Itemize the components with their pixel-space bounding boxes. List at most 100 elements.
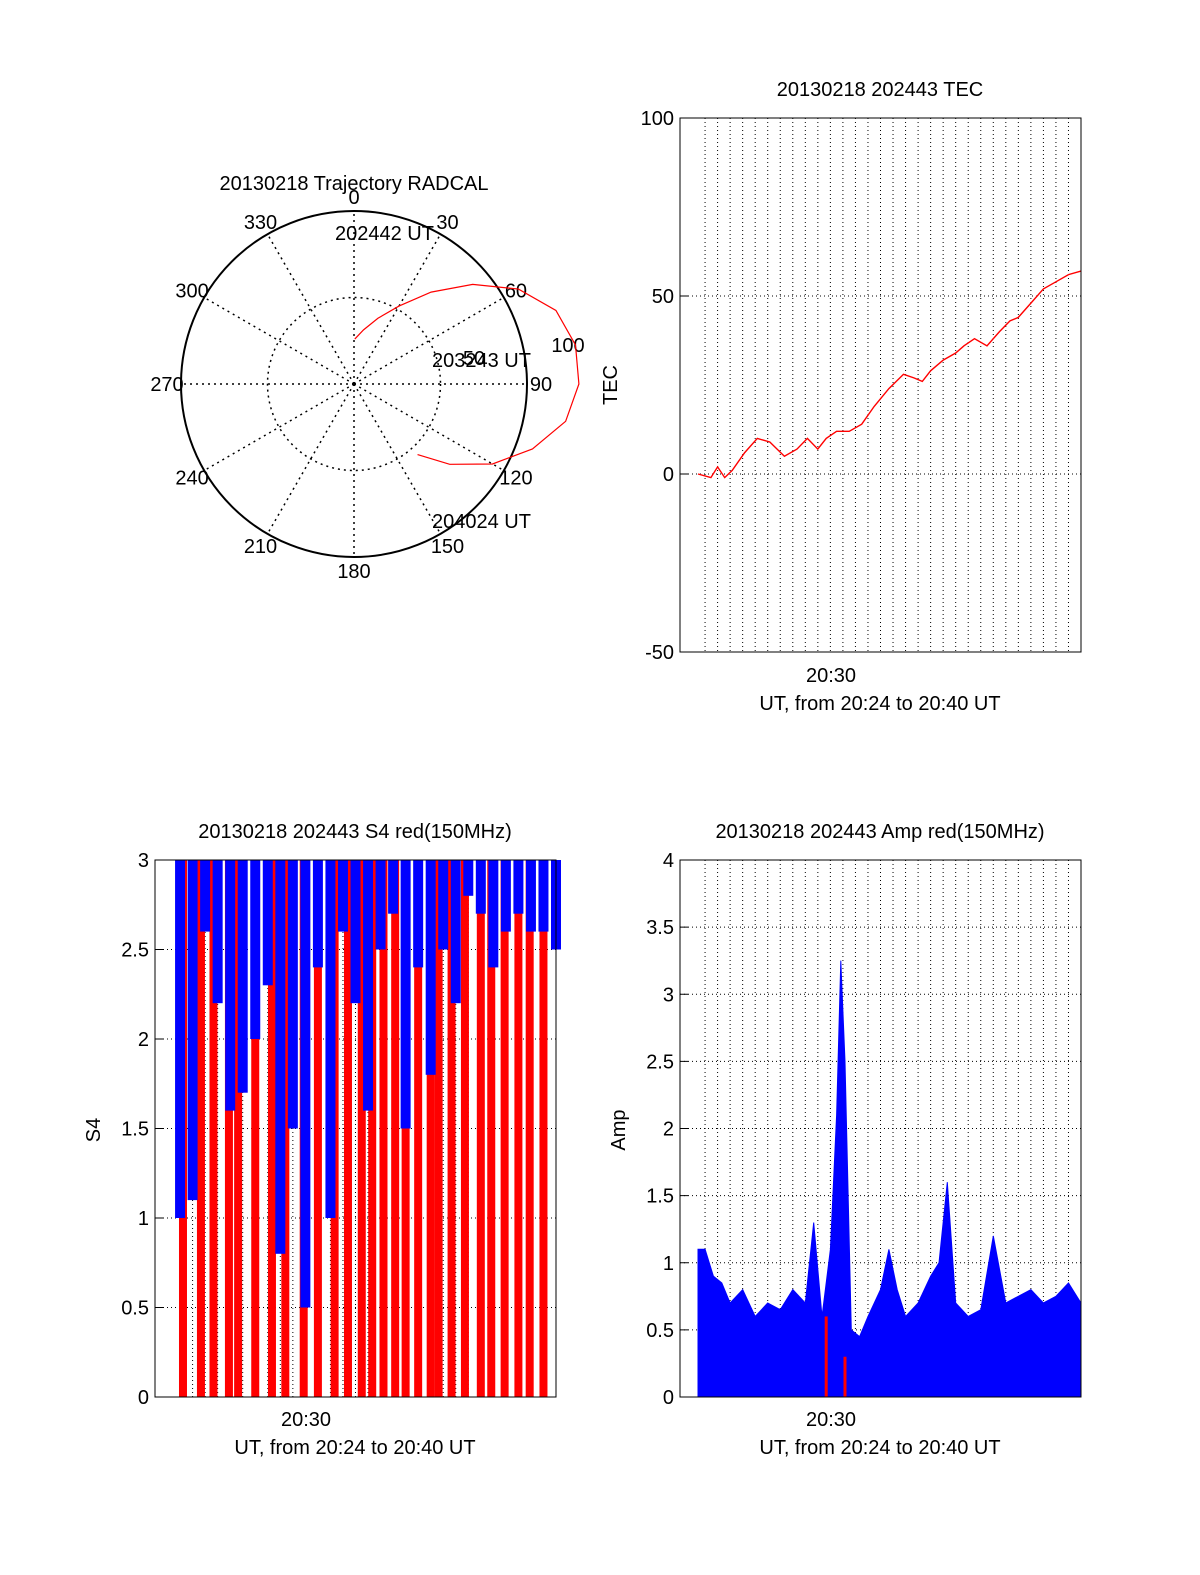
- polar-spoke: [203, 296, 355, 385]
- s4-blue-band: [350, 860, 361, 1004]
- polar-inner-ring: [266, 296, 442, 472]
- s4-red-bar: [525, 860, 534, 1397]
- y-tick-label: 3: [663, 984, 674, 1006]
- s4-blue-band: [375, 860, 386, 950]
- s4-blue-band: [287, 860, 298, 1129]
- polar-azimuth-label: 150: [431, 536, 464, 558]
- amp-panel: 20130218 202443 Amp red(150MHz) 0 0.5 1 1.5…: [608, 821, 1082, 1459]
- s4-blue-band: [200, 860, 211, 932]
- trajectory-title: 20130218 Trajectory RADCAL: [219, 173, 488, 195]
- s4-blue-band: [237, 860, 248, 1093]
- amp-xlabel: UT, from 20:24 to 20:40 UT: [759, 1437, 1000, 1459]
- polar-radial-tick-50: 50: [463, 348, 485, 370]
- s4-red-bar: [209, 860, 218, 1397]
- y-tick-label: 0: [663, 464, 674, 486]
- s4-blue-band: [425, 860, 436, 1075]
- s4-xlabel: UT, from 20:24 to 20:40 UT: [234, 1437, 475, 1459]
- y-tick-label: 4: [663, 850, 674, 872]
- s4-blue-band: [312, 860, 323, 968]
- trajectory-mid-label: 203243 UT: [432, 350, 531, 372]
- amp-red-bar: [843, 1356, 847, 1397]
- amp-y-tick-labels: 0 0.5 1 1.5 2 2.5 3 3.5 4: [646, 850, 674, 1409]
- trajectory-start-label: 202442 UT: [335, 223, 434, 245]
- y-tick-label: 2: [663, 1119, 674, 1141]
- s4-blue-band: [450, 860, 461, 1004]
- tec-title: 20130218 202443 TEC: [777, 79, 983, 101]
- s4-blue-band: [538, 860, 549, 932]
- s4-red-bar: [514, 860, 523, 1397]
- s4-blue-band: [225, 860, 236, 1111]
- s4-red-bar: [234, 860, 243, 1397]
- polar-azimuth-labels: 0 30 60 90 120 150 180 210 240 270 300 330: [150, 187, 552, 583]
- s4-blue-band: [438, 860, 449, 950]
- s4-red-bar: [447, 860, 456, 1397]
- y-tick-label: 1.5: [121, 1119, 149, 1141]
- amp-x-tick-label: 20:30: [806, 1409, 856, 1431]
- polar-spoke: [266, 233, 355, 385]
- s4-series: [175, 860, 561, 1397]
- y-tick-label: 2: [138, 1029, 149, 1051]
- y-tick-label: 1: [138, 1208, 149, 1230]
- polar-spoke: [353, 383, 442, 535]
- s4-red-bar: [357, 860, 366, 1397]
- polar-spoke: [353, 233, 442, 385]
- s4-red-bar: [460, 860, 469, 1397]
- s4-red-bar: [487, 860, 496, 1397]
- y-tick-label: -50: [645, 642, 674, 664]
- s4-red-bar: [476, 860, 485, 1397]
- amp-series: [697, 960, 1082, 1398]
- polar-azimuth-label: 120: [499, 468, 532, 490]
- s4-blue-band: [300, 860, 311, 1308]
- s4-blue-band: [250, 860, 261, 1039]
- y-tick-label: 2.5: [646, 1051, 674, 1073]
- s4-blue-band: [175, 860, 186, 1218]
- s4-red-bar: [368, 860, 377, 1397]
- amp-title: 20130218 202443 Amp red(150MHz): [715, 821, 1044, 843]
- s4-red-bar: [379, 860, 388, 1397]
- s4-red-bar: [251, 860, 260, 1397]
- s4-title: 20130218 202443 S4 red(150MHz): [198, 821, 512, 843]
- tec-xlabel: UT, from 20:24 to 20:40 UT: [759, 693, 1000, 715]
- amp-red-bar: [824, 1316, 828, 1397]
- s4-blue-band: [337, 860, 348, 932]
- s4-red-bar: [391, 860, 400, 1397]
- polar-spoke: [353, 383, 505, 472]
- y-tick-label: 3.5: [646, 917, 674, 939]
- s4-red-bar: [539, 860, 548, 1397]
- s4-red-bar: [196, 860, 205, 1397]
- s4-red-bar: [224, 860, 233, 1397]
- polar-azimuth-label: 60: [505, 281, 527, 303]
- polar-azimuth-label: 270: [150, 374, 183, 396]
- trajectory-panel: 20130218 Trajectory RADCAL 0 30 60 90 120 150…: [150, 173, 584, 583]
- amp-blue-area: [697, 960, 1082, 1398]
- y-tick-label: 50: [652, 286, 674, 308]
- s4-blue-band: [262, 860, 273, 986]
- s4-red-bar: [313, 860, 322, 1397]
- s4-blue-band: [413, 860, 424, 968]
- polar-spoke: [353, 296, 505, 385]
- s4-blue-band: [513, 860, 524, 914]
- trajectory-line: [354, 283, 580, 465]
- s4-red-bar: [414, 860, 423, 1397]
- trajectory-end-label: 204024 UT: [432, 511, 531, 533]
- s4-red-bar: [343, 860, 352, 1397]
- tec-frame: [679, 117, 1082, 653]
- y-tick-label: 3: [138, 850, 149, 872]
- polar-radial-tick-100: 100: [551, 335, 584, 357]
- s4-blue-band: [463, 860, 474, 896]
- s4-x-tick-label: 20:30: [281, 1409, 331, 1431]
- y-tick-label: 0: [663, 1387, 674, 1409]
- s4-blue-band: [525, 860, 536, 932]
- amp-frame: [679, 859, 1082, 1398]
- y-tick-label: 1.5: [646, 1186, 674, 1208]
- s4-panel: 20130218 202443 S4 red(150MHz) 0 0.5 1 1.5 2…: [83, 821, 561, 1459]
- polar-grid: [180, 210, 528, 558]
- y-tick-label: 1: [663, 1253, 674, 1275]
- s4-blue-band: [488, 860, 499, 968]
- s4-blue-band: [187, 860, 198, 1201]
- tec-line: [697, 270, 1082, 479]
- y-tick-label: 0.5: [121, 1298, 149, 1320]
- s4-red-bar: [434, 860, 443, 1397]
- polar-azimuth-label: 210: [244, 536, 277, 558]
